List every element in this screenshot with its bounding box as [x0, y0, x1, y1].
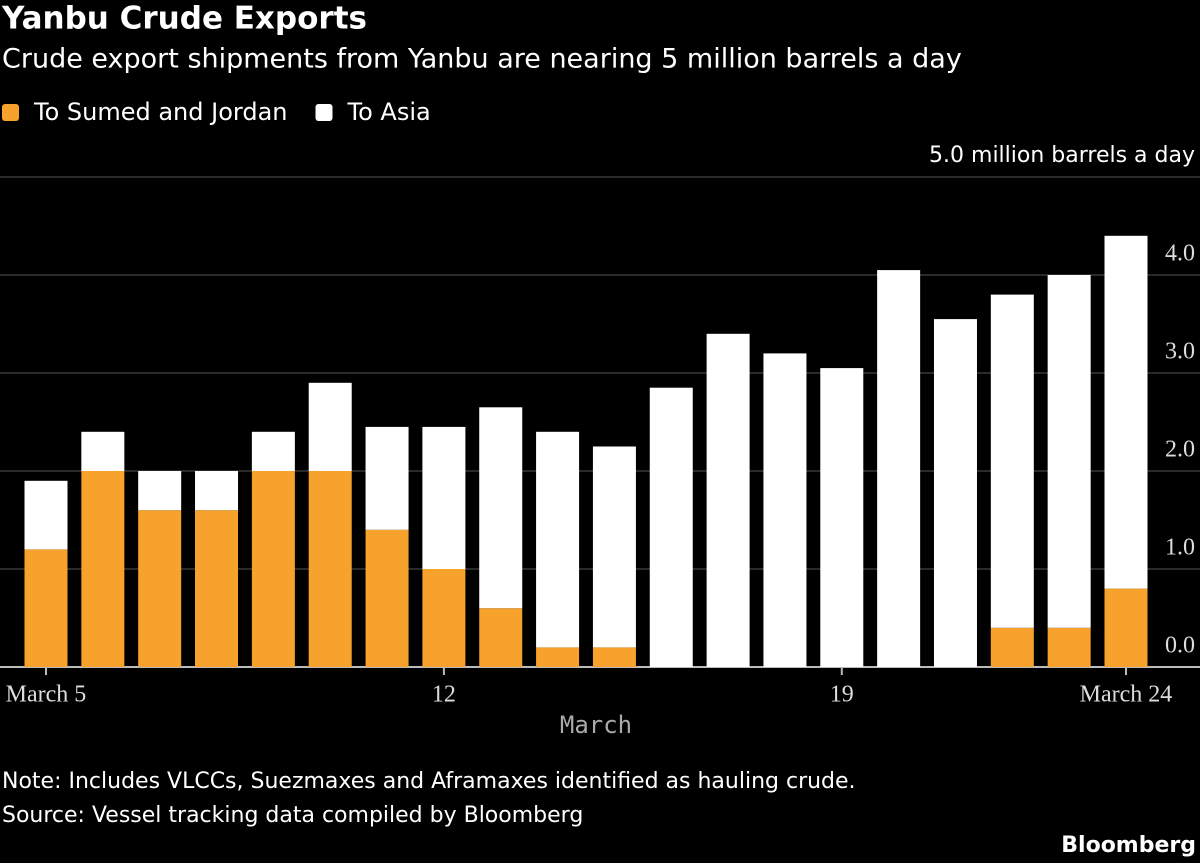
bar	[81, 471, 125, 667]
bar	[251, 471, 295, 667]
y-tick-label: 3.0	[1165, 339, 1195, 365]
y-tick-label: 4.0	[1165, 241, 1195, 267]
bar	[990, 627, 1034, 667]
bar	[933, 319, 977, 667]
bar	[24, 549, 68, 667]
bar	[592, 446, 636, 648]
bar	[536, 431, 580, 648]
bar	[820, 368, 864, 667]
x-tick-label: March 24	[1080, 682, 1173, 708]
y-tick-label: 5.0 million barrels a day	[929, 143, 1195, 168]
x-tick-label: 19	[830, 682, 854, 708]
legend-swatch	[315, 104, 333, 121]
bar	[536, 647, 580, 667]
y-tick-label: 1.0	[1165, 535, 1195, 561]
x-tick-label: March 5	[6, 682, 87, 708]
bar	[24, 480, 68, 550]
bar	[81, 431, 125, 471]
bar	[365, 529, 409, 667]
bar	[1104, 588, 1148, 667]
legend-label: To Asia	[347, 98, 431, 126]
bar	[1047, 275, 1091, 628]
bar	[1104, 235, 1148, 589]
bar	[195, 510, 239, 667]
bar	[365, 426, 409, 530]
source: Source: Vessel tracking data compiled by…	[2, 803, 583, 828]
x-axis-label: March	[560, 711, 632, 739]
bar	[877, 270, 921, 667]
brand: Bloomberg	[1061, 833, 1196, 858]
x-tick-label: 12	[432, 682, 456, 708]
bar	[763, 353, 807, 667]
bar	[706, 333, 750, 667]
bar	[138, 510, 182, 667]
legend-swatch	[2, 104, 19, 121]
note: Note: Includes VLCCs, Suezmaxes and Afra…	[2, 769, 856, 794]
bar	[479, 407, 523, 609]
y-tick-label: 2.0	[1165, 437, 1195, 463]
bar	[308, 471, 352, 667]
bar	[308, 382, 352, 471]
bar	[251, 431, 295, 471]
bar	[592, 647, 636, 667]
bar	[195, 471, 239, 511]
bar	[990, 294, 1034, 628]
bar	[422, 426, 466, 569]
y-tick-label: 0.0	[1165, 633, 1195, 659]
legend-label: To Sumed and Jordan	[33, 98, 288, 126]
bar	[138, 471, 182, 511]
chart-title: Yanbu Crude Exports	[1, 1, 367, 37]
bar	[649, 387, 693, 667]
bar	[1047, 627, 1091, 667]
bar	[479, 608, 523, 667]
chart-subtitle: Crude export shipments from Yanbu are ne…	[2, 44, 962, 75]
bar	[422, 569, 466, 667]
